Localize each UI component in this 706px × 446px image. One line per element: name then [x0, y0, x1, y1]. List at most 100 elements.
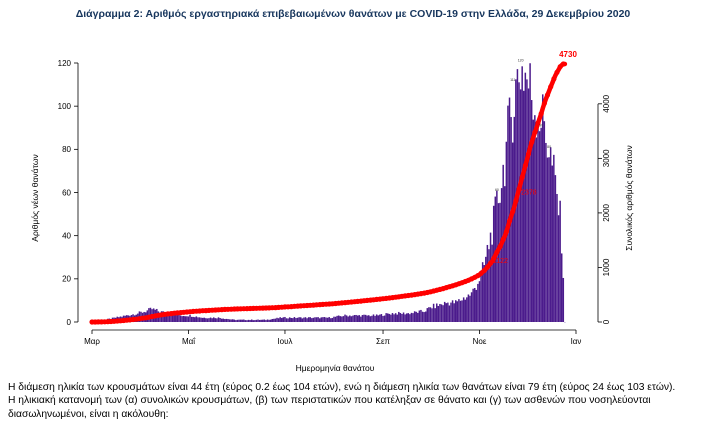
- bar: [511, 142, 514, 322]
- y-tick-label: 120: [58, 59, 72, 68]
- bar: [485, 256, 487, 322]
- bar: [194, 317, 196, 322]
- bar: [440, 304, 443, 322]
- bar: [543, 121, 546, 322]
- bar: [407, 313, 410, 322]
- bar: [262, 319, 264, 322]
- bar: [330, 318, 332, 322]
- bar: [409, 314, 411, 322]
- bar: [254, 320, 256, 322]
- bar: [274, 318, 277, 322]
- bar: [360, 316, 362, 322]
- y-tick-label: 40: [62, 231, 71, 240]
- bar: [244, 320, 247, 322]
- bar: [238, 319, 240, 322]
- cumulative-point: [513, 198, 519, 204]
- cumulative-point: [510, 209, 516, 215]
- bar: [458, 299, 460, 322]
- bar: [532, 119, 534, 322]
- y2-tick-label: 0: [602, 319, 611, 324]
- bar: [382, 315, 384, 322]
- cumulative-point: [491, 255, 497, 261]
- bar: [179, 315, 182, 322]
- cumulative-point: [544, 92, 551, 98]
- bar: [249, 320, 251, 322]
- cumulative-point: [481, 267, 487, 274]
- bar: [432, 303, 435, 322]
- bar: [341, 316, 343, 322]
- bar: [190, 316, 193, 322]
- bar: [306, 318, 308, 322]
- bar: [281, 318, 283, 322]
- bar: [276, 317, 278, 322]
- bar: [386, 313, 389, 322]
- bar: [173, 313, 175, 322]
- bar: [545, 142, 547, 322]
- bar: [413, 311, 416, 322]
- cumulative-point: [535, 120, 541, 126]
- bar: [548, 157, 550, 322]
- bar: [203, 317, 206, 322]
- bar: [246, 320, 248, 322]
- bar: [492, 205, 495, 322]
- x-tick-label: Μαρ: [84, 337, 100, 346]
- bar: [562, 277, 565, 322]
- bar: [383, 315, 386, 322]
- bar: [393, 314, 395, 322]
- bar: [534, 115, 536, 322]
- bar: [318, 318, 321, 322]
- cumulative-point: [484, 264, 490, 270]
- bar: [469, 295, 471, 322]
- bar: [527, 88, 530, 322]
- bar: [445, 303, 448, 322]
- bar: [189, 314, 191, 322]
- bar: [168, 314, 171, 322]
- bar: [396, 314, 398, 322]
- y2-tick-label: 2000: [602, 203, 611, 221]
- bar: [431, 308, 433, 322]
- bar: [233, 319, 236, 322]
- bar: [323, 317, 326, 322]
- bar: [388, 313, 391, 322]
- bar: [524, 72, 527, 323]
- bar: [312, 317, 315, 322]
- bar: [257, 319, 259, 322]
- bar: [296, 317, 299, 322]
- bar: [205, 318, 207, 322]
- bar: [523, 90, 525, 322]
- bar: [206, 318, 209, 322]
- bar: [412, 313, 414, 322]
- bar: [163, 313, 166, 322]
- bar: [219, 318, 221, 322]
- bar: [448, 305, 451, 322]
- bar: [339, 316, 342, 322]
- cumulative-point: [525, 151, 532, 157]
- cumulative-point: [560, 61, 566, 67]
- bar: [410, 312, 413, 322]
- bar: [303, 317, 305, 322]
- bar: [266, 319, 269, 322]
- bar: [258, 319, 261, 322]
- cumulative-point: [507, 218, 513, 224]
- bar: [176, 315, 179, 322]
- cumulative-point: [532, 129, 538, 135]
- y2-tick-label: 1000: [602, 258, 611, 276]
- bar: [467, 294, 470, 322]
- x-tick-label: Ιαν: [571, 337, 582, 346]
- bar: [421, 311, 424, 322]
- bar: [290, 317, 292, 322]
- axes-layer: 0 20 40 60 80 100 120 0 1000 2000 3000 4000 Μαρ Μαΐ Ιο…: [58, 59, 611, 346]
- bar: [293, 317, 296, 322]
- bar: [426, 308, 429, 322]
- bar: [224, 319, 226, 322]
- x-tick-label: Ιουλ: [277, 337, 292, 346]
- bar: [420, 309, 422, 322]
- bar: [301, 318, 304, 322]
- cumulative-point: [516, 186, 522, 192]
- bar: [182, 315, 185, 322]
- bar: [436, 303, 438, 322]
- bar: [192, 316, 194, 322]
- bar: [235, 320, 237, 322]
- y-tick-label: 80: [62, 145, 71, 154]
- body-text: Η διάμεση ηλικία των κρουσμάτων είναι 44…: [8, 381, 698, 421]
